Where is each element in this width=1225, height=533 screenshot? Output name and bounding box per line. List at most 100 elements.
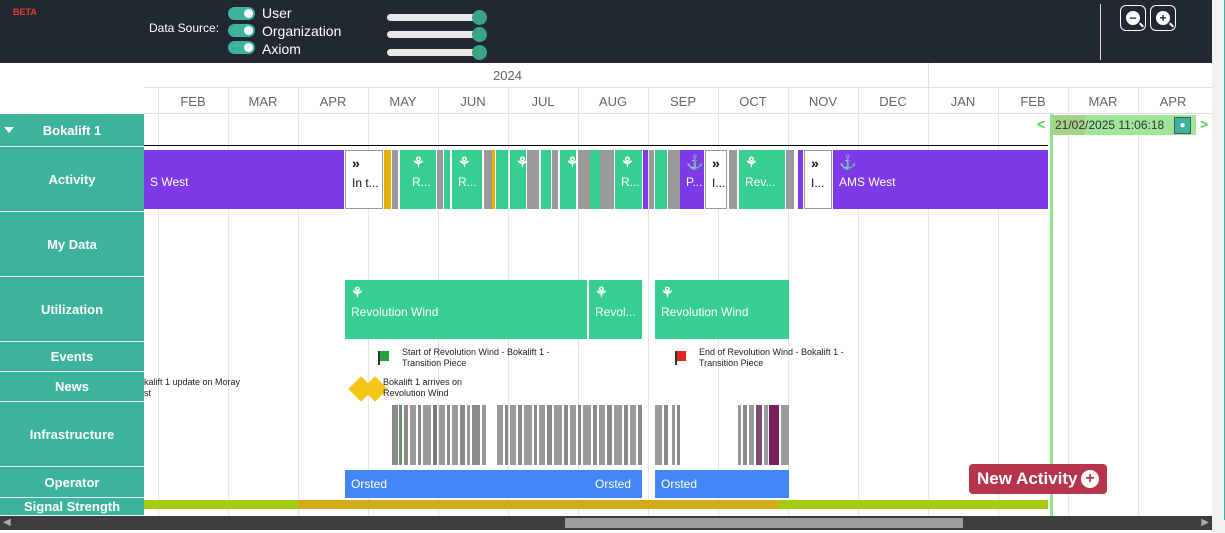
infrastructure-bar[interactable] xyxy=(510,405,516,465)
infrastructure-bar[interactable] xyxy=(672,405,675,465)
activity-block-revolution-wind[interactable]: ⚘ R... xyxy=(406,150,436,209)
activity-block[interactable] xyxy=(437,150,443,209)
infrastructure-bar[interactable] xyxy=(664,405,668,465)
slider-thumb[interactable] xyxy=(472,45,487,60)
activity-block[interactable] xyxy=(444,150,450,209)
activity-block[interactable] xyxy=(527,150,539,209)
activity-block[interactable] xyxy=(400,150,408,209)
infrastructure-bar[interactable] xyxy=(439,405,445,465)
activity-block-in-transit[interactable]: » In t... xyxy=(345,150,383,209)
scrollbar-thumb[interactable] xyxy=(565,518,963,528)
infrastructure-bar[interactable] xyxy=(460,405,465,465)
activity-block-revolution-wind[interactable]: ⚘ Rev... xyxy=(739,150,785,209)
collapse-caret-icon[interactable] xyxy=(4,127,14,133)
axiom-opacity-slider[interactable] xyxy=(387,45,487,60)
activity-block[interactable] xyxy=(492,150,495,209)
infrastructure-bar[interactable] xyxy=(399,405,402,465)
scroll-right-icon[interactable]: ▶ xyxy=(1201,517,1209,528)
infrastructure-bar[interactable] xyxy=(677,405,680,465)
infrastructure-bar[interactable] xyxy=(392,405,398,465)
infrastructure-bar[interactable] xyxy=(518,405,522,465)
start-flag-icon[interactable] xyxy=(378,351,389,365)
zoom-in-button[interactable]: + xyxy=(1150,5,1176,31)
utilization-block[interactable]: ⚘ Revolution Wind xyxy=(345,280,587,339)
operator-block[interactable]: Orsted xyxy=(655,470,789,498)
infrastructure-bar[interactable] xyxy=(614,405,622,465)
infrastructure-bar[interactable] xyxy=(564,405,568,465)
activity-block-in-transit[interactable]: » I... xyxy=(804,150,832,209)
infrastructure-bar[interactable] xyxy=(655,405,662,465)
infrastructure-bar[interactable] xyxy=(769,405,779,465)
infrastructure-bar[interactable] xyxy=(630,405,636,465)
user-opacity-slider[interactable] xyxy=(387,10,487,25)
infrastructure-bar[interactable] xyxy=(599,405,605,465)
infrastructure-bar[interactable] xyxy=(738,405,741,465)
infrastructure-bar[interactable] xyxy=(583,405,591,465)
infrastructure-bar[interactable] xyxy=(472,405,480,465)
slider-thumb[interactable] xyxy=(472,10,487,25)
infrastructure-bar[interactable] xyxy=(524,405,532,465)
infrastructure-bar[interactable] xyxy=(593,405,597,465)
location-pin-icon[interactable]: ● xyxy=(1174,117,1191,134)
news-item-text[interactable]: Revolution Wind xyxy=(383,388,449,398)
activity-block[interactable] xyxy=(392,150,398,209)
activity-block[interactable] xyxy=(798,150,803,209)
activity-block[interactable] xyxy=(590,150,600,209)
infrastructure-bar[interactable] xyxy=(447,405,450,465)
axiom-source-toggle[interactable] xyxy=(228,41,255,54)
event-end-label[interactable]: End of Revolution Wind - Bokalift 1 - Tr… xyxy=(699,347,844,368)
infrastructure-bar[interactable] xyxy=(539,405,545,465)
activity-block[interactable] xyxy=(649,150,654,209)
infrastructure-bar[interactable] xyxy=(607,405,612,465)
activity-block-in-transit[interactable]: » I... xyxy=(705,150,727,209)
infrastructure-bar[interactable] xyxy=(756,405,762,465)
activity-block[interactable] xyxy=(786,150,794,209)
infrastructure-bar[interactable] xyxy=(570,405,576,465)
news-item-text[interactable]: Bokalift 1 arrives on xyxy=(383,377,463,387)
activity-block-port[interactable]: ⚓ P... xyxy=(680,150,704,209)
news-item-text[interactable]: kalift 1 update on Moray xyxy=(144,377,241,387)
activity-block-revolution-wind[interactable]: ⚘ R... xyxy=(452,150,482,209)
activity-block-ams-west[interactable]: S West xyxy=(144,150,344,209)
user-source-toggle[interactable] xyxy=(228,7,255,20)
utilization-block[interactable]: ⚘ Revolution Wind xyxy=(655,280,789,339)
activity-block-revolution-wind[interactable]: ⚘ xyxy=(560,150,576,209)
organization-opacity-slider[interactable] xyxy=(387,27,487,42)
infrastructure-bar[interactable] xyxy=(482,405,486,465)
activity-block[interactable] xyxy=(643,150,648,209)
organization-source-toggle[interactable] xyxy=(228,24,255,37)
infrastructure-bar[interactable] xyxy=(418,405,421,465)
infrastructure-bar[interactable] xyxy=(578,405,581,465)
infrastructure-bar[interactable] xyxy=(423,405,431,465)
zoom-out-button[interactable]: − xyxy=(1120,5,1146,31)
activity-block[interactable] xyxy=(384,150,391,209)
activity-block-revolution-wind[interactable]: ⚘ xyxy=(510,150,526,209)
scroll-left-arrow-icon[interactable]: < xyxy=(1037,116,1046,132)
infrastructure-bar[interactable] xyxy=(638,405,642,465)
activity-block[interactable] xyxy=(496,150,508,209)
infrastructure-bar[interactable] xyxy=(452,405,458,465)
activity-block[interactable] xyxy=(578,150,590,209)
activity-block[interactable] xyxy=(484,150,492,209)
infrastructure-bar[interactable] xyxy=(764,405,768,465)
infrastructure-bar[interactable] xyxy=(534,405,537,465)
infrastructure-bar[interactable] xyxy=(410,405,416,465)
scroll-left-icon[interactable]: ◀ xyxy=(3,517,11,528)
infrastructure-bar[interactable] xyxy=(781,405,789,465)
activity-block[interactable] xyxy=(729,150,737,209)
end-flag-icon[interactable] xyxy=(675,351,686,365)
activity-block[interactable] xyxy=(600,150,614,209)
infrastructure-bar[interactable] xyxy=(554,405,562,465)
activity-block-ams-west[interactable]: ⚓ AMS West xyxy=(833,150,1048,209)
activity-block-revolution-wind[interactable]: ⚘ R... xyxy=(615,150,642,209)
vertical-scrollbar[interactable] xyxy=(1212,0,1225,533)
utilization-block[interactable]: ⚘ Revol... xyxy=(589,280,642,339)
new-activity-button[interactable]: New Activity + xyxy=(969,464,1107,494)
event-start-label[interactable]: Start of Revolution Wind - Bokalift 1 - … xyxy=(402,347,550,368)
activity-block[interactable] xyxy=(655,150,667,209)
activity-block[interactable] xyxy=(668,150,680,209)
scroll-right-arrow-icon[interactable]: > xyxy=(1200,116,1209,132)
infrastructure-bar[interactable] xyxy=(467,405,470,465)
infrastructure-bar[interactable] xyxy=(624,405,628,465)
activity-block[interactable] xyxy=(541,150,551,209)
